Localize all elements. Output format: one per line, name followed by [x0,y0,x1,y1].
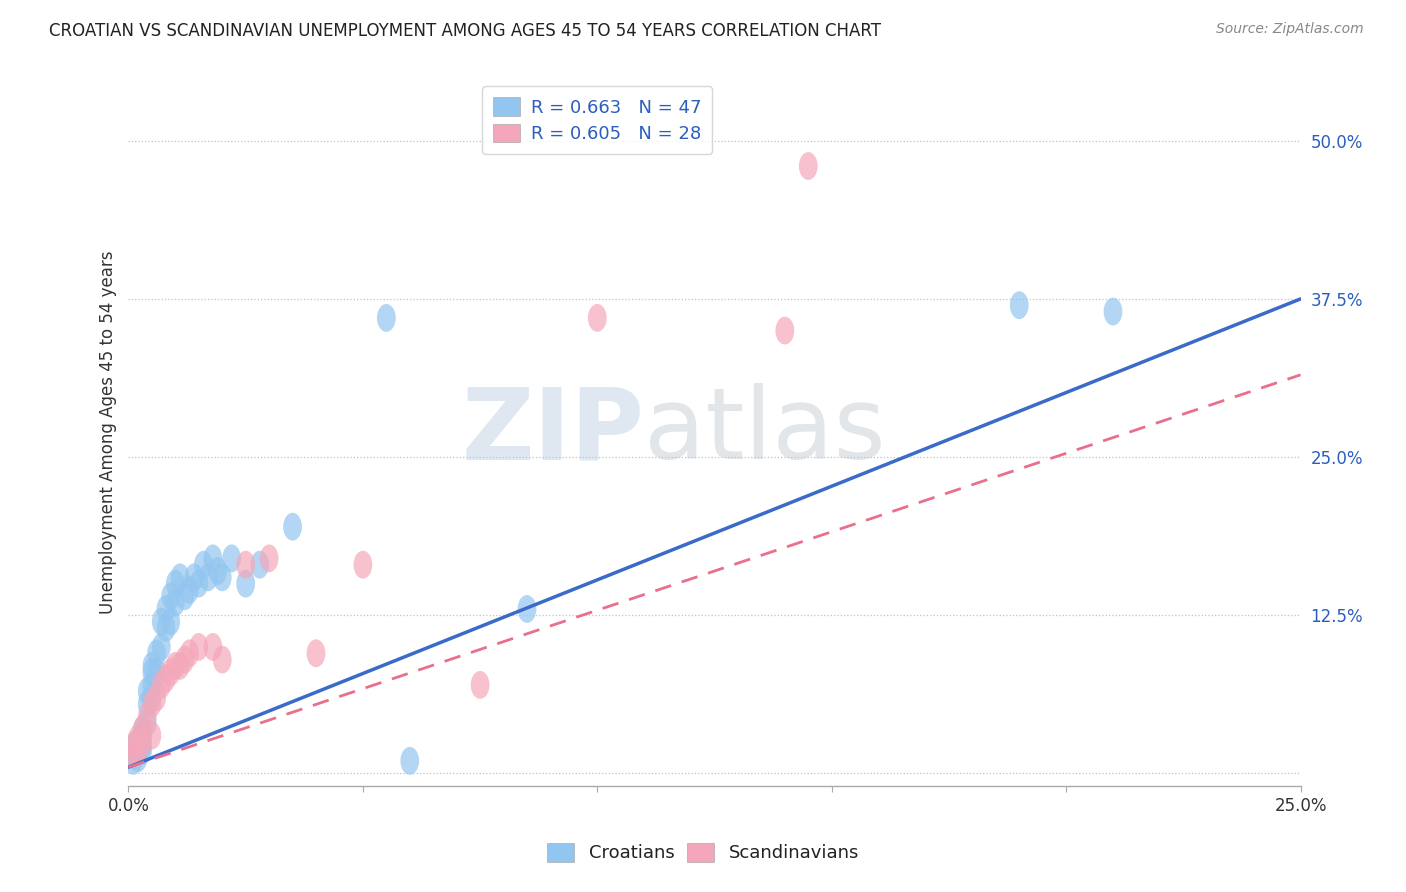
Ellipse shape [138,703,156,731]
Ellipse shape [212,564,232,591]
Ellipse shape [307,640,325,667]
Ellipse shape [401,747,419,775]
Legend: R = 0.663   N = 47, R = 0.605   N = 28: R = 0.663 N = 47, R = 0.605 N = 28 [482,87,713,154]
Ellipse shape [124,747,142,775]
Ellipse shape [142,671,162,698]
Ellipse shape [134,731,152,760]
Ellipse shape [138,709,156,737]
Ellipse shape [134,737,152,764]
Ellipse shape [1104,298,1122,326]
Ellipse shape [138,677,156,706]
Ellipse shape [517,595,536,623]
Ellipse shape [124,740,142,768]
Ellipse shape [128,737,148,764]
Ellipse shape [190,570,208,598]
Ellipse shape [184,564,204,591]
Ellipse shape [212,646,232,673]
Ellipse shape [162,658,180,686]
Text: atlas: atlas [644,384,886,480]
Ellipse shape [142,722,162,749]
Ellipse shape [250,550,269,579]
Ellipse shape [128,745,148,772]
Ellipse shape [138,690,156,718]
Ellipse shape [134,722,152,749]
Ellipse shape [471,671,489,698]
Ellipse shape [128,731,148,760]
Ellipse shape [1010,292,1029,319]
Ellipse shape [236,550,254,579]
Ellipse shape [180,640,198,667]
Ellipse shape [166,589,184,616]
Text: Source: ZipAtlas.com: Source: ZipAtlas.com [1216,22,1364,37]
Ellipse shape [142,658,162,686]
Legend: Croatians, Scandinavians: Croatians, Scandinavians [540,836,866,870]
Ellipse shape [377,304,395,332]
Ellipse shape [124,731,142,760]
Text: ZIP: ZIP [461,384,644,480]
Ellipse shape [170,652,190,680]
Ellipse shape [176,646,194,673]
Y-axis label: Unemployment Among Ages 45 to 54 years: Unemployment Among Ages 45 to 54 years [100,250,117,614]
Ellipse shape [194,550,212,579]
Ellipse shape [152,607,170,635]
Ellipse shape [799,153,818,180]
Ellipse shape [152,671,170,698]
Ellipse shape [162,582,180,610]
Ellipse shape [260,544,278,573]
Ellipse shape [128,737,148,764]
Ellipse shape [124,734,142,762]
Ellipse shape [208,558,226,585]
Text: CROATIAN VS SCANDINAVIAN UNEMPLOYMENT AMONG AGES 45 TO 54 YEARS CORRELATION CHAR: CROATIAN VS SCANDINAVIAN UNEMPLOYMENT AM… [49,22,882,40]
Ellipse shape [124,740,142,768]
Ellipse shape [166,652,184,680]
Ellipse shape [180,576,198,604]
Ellipse shape [198,564,218,591]
Ellipse shape [152,633,170,661]
Ellipse shape [142,683,162,712]
Ellipse shape [148,658,166,686]
Ellipse shape [128,724,148,752]
Ellipse shape [128,728,148,756]
Ellipse shape [190,633,208,661]
Ellipse shape [283,513,302,541]
Ellipse shape [156,614,176,642]
Ellipse shape [156,595,176,623]
Ellipse shape [236,570,254,598]
Ellipse shape [222,544,240,573]
Ellipse shape [353,550,373,579]
Ellipse shape [134,715,152,743]
Ellipse shape [142,690,162,718]
Ellipse shape [170,564,190,591]
Ellipse shape [134,715,152,743]
Ellipse shape [162,607,180,635]
Ellipse shape [166,570,184,598]
Ellipse shape [142,652,162,680]
Ellipse shape [148,640,166,667]
Ellipse shape [204,633,222,661]
Ellipse shape [588,304,606,332]
Ellipse shape [156,665,176,692]
Ellipse shape [134,728,152,756]
Ellipse shape [204,544,222,573]
Ellipse shape [776,317,794,344]
Ellipse shape [148,683,166,712]
Ellipse shape [176,582,194,610]
